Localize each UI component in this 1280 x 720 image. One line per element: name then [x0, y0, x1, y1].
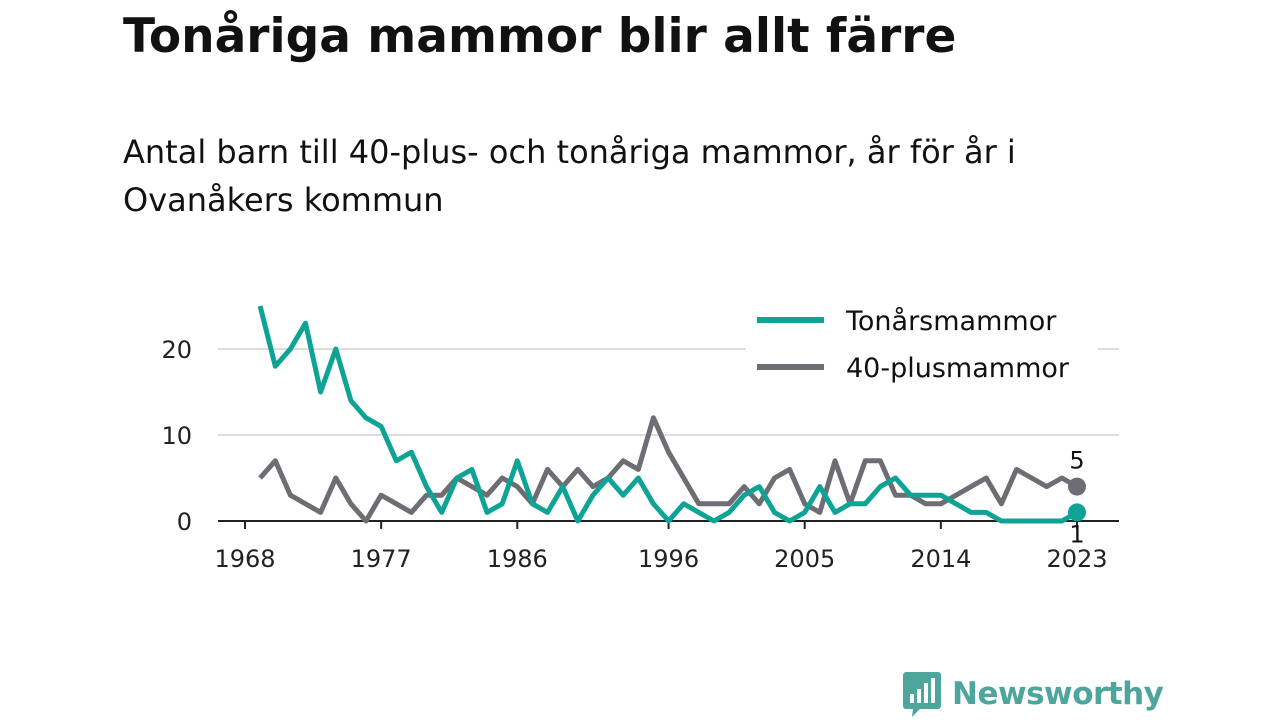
y-tick-label: 10	[161, 422, 192, 450]
legend-background	[746, 298, 1098, 390]
end-value-label: 5	[1069, 447, 1084, 475]
y-tick-label: 20	[161, 336, 192, 364]
series-line-40-plusmammor	[258, 415, 1079, 524]
x-axis: 1968 1977 1986 1996 2005 2014 2023	[214, 520, 1119, 573]
x-tick-label: 1986	[487, 545, 548, 573]
chart-subtitle: Antal barn till 40-plus- och tonåriga ma…	[123, 133, 1016, 219]
legend: Tonårsmammor 40-plusmammor	[746, 298, 1098, 390]
x-tick-label: 1996	[638, 545, 699, 573]
x-tick-label: 2014	[910, 545, 971, 573]
end-marker	[1068, 503, 1086, 522]
x-tick-label: 2005	[774, 545, 835, 573]
x-tick-label: 2023	[1046, 545, 1107, 573]
end-markers: 15	[1068, 447, 1086, 548]
bar-chart-badge-icon	[903, 672, 941, 717]
chart-title: Tonåriga mammor blir allt färre	[123, 9, 957, 64]
series-line-ton-rsmammor	[257, 305, 1079, 524]
end-value-label: 1	[1069, 520, 1084, 548]
series-lines	[257, 305, 1079, 524]
legend-label: 40-plusmammor	[846, 353, 1070, 384]
brand-name: Newsworthy	[952, 676, 1164, 712]
legend-label: Tonårsmammor	[845, 306, 1057, 337]
end-marker	[1068, 477, 1086, 496]
brand-logo: Newsworthy	[902, 670, 1164, 718]
x-tick-label: 1977	[351, 545, 412, 573]
x-tick-label: 1968	[214, 545, 275, 573]
y-tick-label: 0	[177, 508, 192, 536]
